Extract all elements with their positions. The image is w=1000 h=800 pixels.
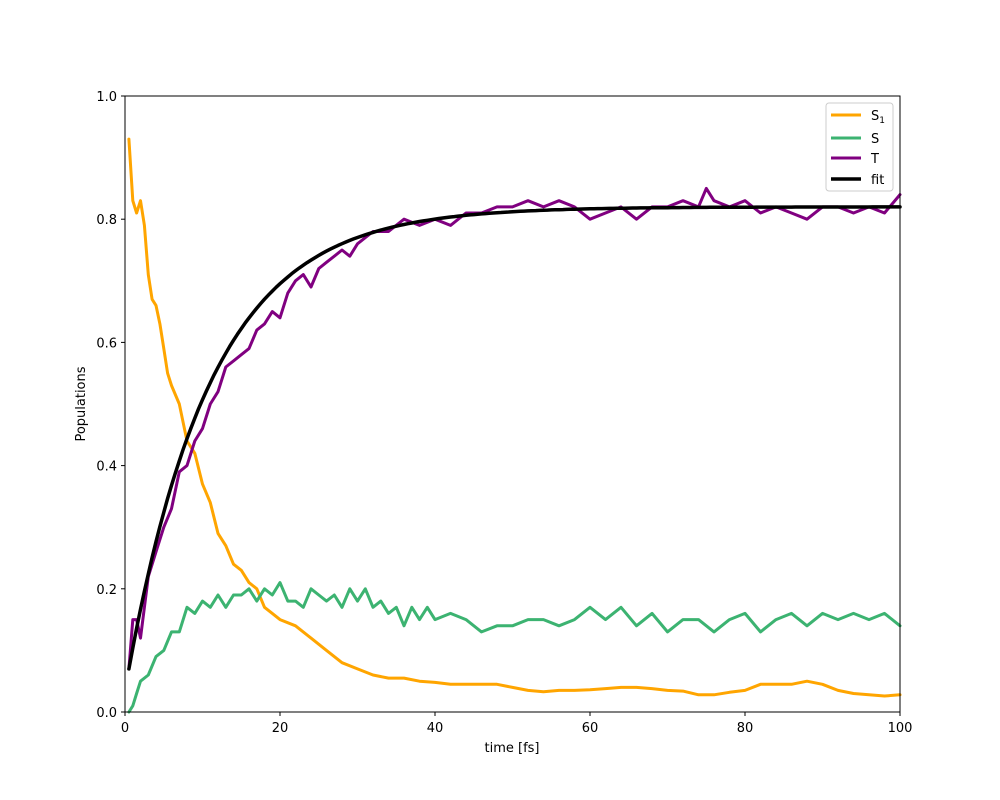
legend-label-t: T <box>870 152 879 167</box>
x-tick-label: 100 <box>888 721 913 736</box>
x-axis-label: time [fs] <box>485 741 540 756</box>
y-tick-label: 1.0 <box>96 90 117 105</box>
series-line-s <box>127 581 902 714</box>
x-tick-label: 80 <box>737 721 754 736</box>
x-axis: 0 20 40 60 80 100 <box>121 712 913 736</box>
legend-label-s: S <box>871 132 879 147</box>
y-tick-label: 0.4 <box>96 460 117 475</box>
plot-lines <box>127 137 902 714</box>
y-axis-label: Populations <box>74 366 89 441</box>
legend-label-fit: fit <box>871 173 884 188</box>
y-axis: 0.0 0.2 0.4 0.6 0.8 1.0 <box>96 90 125 721</box>
legend-label-s1: S1 <box>871 109 885 126</box>
legend: S1 S T fit <box>825 102 894 192</box>
y-tick-label: 0.8 <box>96 213 117 228</box>
legend-box <box>825 102 894 192</box>
y-tick-label: 0.2 <box>96 583 117 598</box>
series-line-t <box>127 186 902 671</box>
series-line-fit <box>127 205 902 671</box>
x-tick-label: 40 <box>427 721 444 736</box>
plot-frame <box>124 95 901 713</box>
x-tick-label: 60 <box>582 721 599 736</box>
x-tick-label: 20 <box>272 721 289 736</box>
series-line-s1 <box>127 137 902 698</box>
y-tick-label: 0.6 <box>96 336 117 351</box>
x-tick-label: 0 <box>121 721 129 736</box>
y-tick-label: 0.0 <box>96 706 117 721</box>
